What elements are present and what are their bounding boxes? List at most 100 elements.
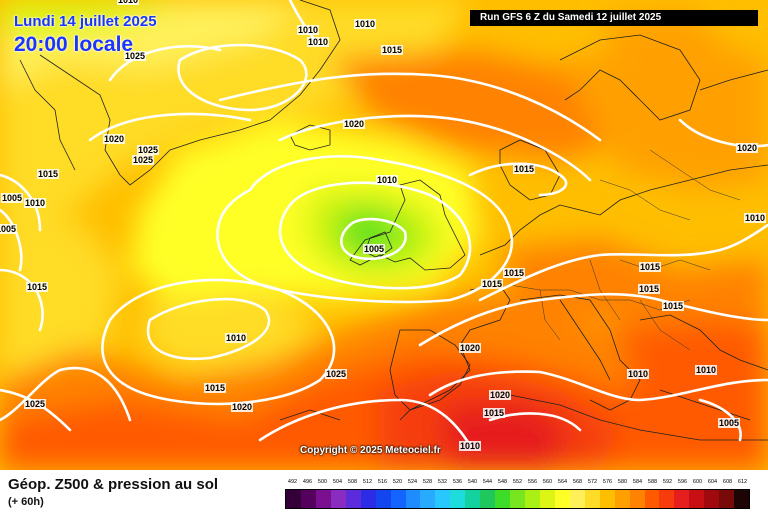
lead-time: (+ 60h) [8, 496, 44, 508]
isobar-label: 1010 [224, 333, 248, 343]
scale-label: 612 [737, 479, 748, 485]
isobar-label: 1020 [230, 402, 254, 412]
isobar-label: 1010 [626, 369, 650, 379]
forecast-local-time: 20:00 locale [14, 33, 134, 56]
scale-swatch [435, 490, 451, 508]
scale-label: 532 [437, 479, 448, 485]
isobar-label: 1010 [306, 37, 330, 47]
scale-swatch [300, 490, 316, 508]
borders [509, 149, 741, 351]
isobar-label: 1005 [0, 193, 24, 203]
scale-label: 548 [497, 479, 508, 485]
isobar-label: 1010 [116, 0, 140, 5]
scale-swatch [420, 490, 436, 508]
isobar-label: 1025 [23, 399, 47, 409]
forecast-date: Lundi 14 juillet 2025 [14, 13, 157, 30]
scale-label: 560 [542, 479, 553, 485]
isobar-label: 1025 [123, 51, 147, 61]
scale-swatch [629, 490, 645, 508]
scale-label: 592 [662, 479, 673, 485]
scale-label: 508 [347, 479, 358, 485]
scale-swatch [689, 490, 705, 508]
isobar-label: 1015 [661, 301, 685, 311]
isobar-label: 1020 [458, 343, 482, 353]
scale-label: 608 [722, 479, 733, 485]
isobar-label: 1015 [480, 279, 504, 289]
isobar-label: 1020 [342, 119, 366, 129]
coastlines [19, 0, 768, 441]
scale-swatch [450, 490, 466, 508]
scale-swatch [360, 490, 376, 508]
scale-label: 520 [392, 479, 403, 485]
geopotential-field [0, 0, 768, 470]
scale-swatch [554, 490, 570, 508]
isobar-label: 1005 [717, 418, 741, 428]
scale-swatch [644, 490, 660, 508]
scale-swatch [375, 490, 391, 508]
scale-label: 516 [377, 479, 388, 485]
scale-label: 492 [287, 479, 298, 485]
scale-swatch [480, 490, 496, 508]
isobar-label: 1015 [512, 164, 536, 174]
isobar-label: 1015 [380, 45, 404, 55]
scale-swatch [345, 490, 361, 508]
isobar-label: 1010 [375, 175, 399, 185]
scale-label: 568 [572, 479, 583, 485]
isobar-label: 1015 [36, 169, 60, 179]
isobar-label: 1015 [638, 262, 662, 272]
scale-label: 512 [362, 479, 373, 485]
scale-swatch [659, 490, 675, 508]
isobar-label: 1020 [488, 390, 512, 400]
scale-swatch [719, 490, 735, 508]
scale-label: 536 [452, 479, 463, 485]
scale-label: 604 [707, 479, 718, 485]
scale-swatch [465, 490, 481, 508]
isobar-label: 1015 [203, 383, 227, 393]
copyright-notice: Copyright © 2025 Meteociel.fr [300, 445, 441, 456]
scale-label: 572 [587, 479, 598, 485]
parameter-title: Géop. Z500 & pression au sol [8, 476, 219, 493]
scale-label: 504 [332, 479, 343, 485]
isobar-label: 1025 [136, 145, 160, 155]
scale-label: 544 [482, 479, 493, 485]
isobar-label: 1020 [102, 134, 126, 144]
color-scale: 492 496 500 504 508 512 516 520 524 528 532 536 540 5… [285, 479, 750, 509]
isobar-label: 1010 [23, 198, 47, 208]
scale-swatch [510, 490, 525, 508]
scale-label: 556 [527, 479, 538, 485]
scale-swatch [525, 490, 540, 508]
scale-label: 496 [302, 479, 313, 485]
scale-swatch [539, 490, 555, 508]
model-run-info: Run GFS 6 Z du Samedi 12 juillet 2025 [470, 10, 758, 26]
scale-label: 584 [632, 479, 643, 485]
scale-labels: 492 496 500 504 508 512 516 520 524 528 532 536 540 5… [285, 479, 750, 489]
scale-label: 576 [602, 479, 613, 485]
scale-swatch [495, 490, 511, 508]
scale-swatch [599, 490, 615, 508]
scale-swatch [734, 490, 750, 508]
scale-label: 580 [617, 479, 628, 485]
scale-swatch [286, 490, 301, 508]
isobar-label: 1005 [362, 244, 386, 254]
scale-swatch [674, 490, 690, 508]
isobar-label: 1010 [743, 213, 767, 223]
isobar-label: 1025 [324, 369, 348, 379]
isobar-label: 1015 [637, 284, 661, 294]
scale-swatch [315, 490, 331, 508]
isobar-label: 1025 [131, 155, 155, 165]
isobar-label: 1015 [25, 282, 49, 292]
scale-swatch [390, 490, 406, 508]
scale-label: 596 [677, 479, 688, 485]
scale-label: 540 [467, 479, 478, 485]
scale-label: 564 [557, 479, 568, 485]
scale-label: 600 [692, 479, 703, 485]
weather-map: Lundi 14 juillet 2025 20:00 locale Run G… [0, 0, 768, 470]
scale-bar [285, 489, 750, 509]
isobar-label: 1015 [502, 268, 526, 278]
scale-swatch [405, 490, 421, 508]
scale-swatch [330, 490, 346, 508]
scale-label: 524 [407, 479, 418, 485]
isobar-label: 1010 [458, 441, 482, 451]
scale-label: 500 [317, 479, 328, 485]
scale-swatch [614, 490, 630, 508]
